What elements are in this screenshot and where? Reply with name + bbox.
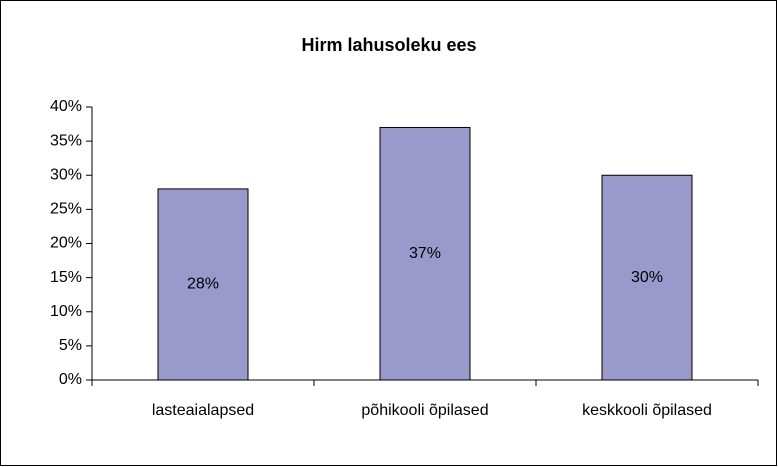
value-label: 28% [187,276,219,293]
x-tick-label: lasteaialapsed [152,402,254,419]
bar [379,126,471,381]
y-tick-label: 25% [50,201,82,218]
y-tick-label: 40% [50,98,82,115]
value-label: 37% [409,245,441,262]
y-tick-label: 5% [59,337,82,354]
x-tick-label: põhikooli õpilased [361,402,488,419]
bar [157,188,249,381]
chart-title: Hirm lahusoleku ees [301,35,476,55]
bar [601,174,693,381]
y-tick-label: 0% [59,371,82,388]
y-tick-label: 20% [50,235,82,252]
x-tick-label: keskkooli õpilased [582,402,712,419]
y-tick-label: 15% [50,269,82,286]
y-tick-label: 30% [50,166,82,183]
y-tick-label: 10% [50,303,82,320]
value-label: 30% [631,269,663,286]
y-tick-label: 35% [50,132,82,149]
